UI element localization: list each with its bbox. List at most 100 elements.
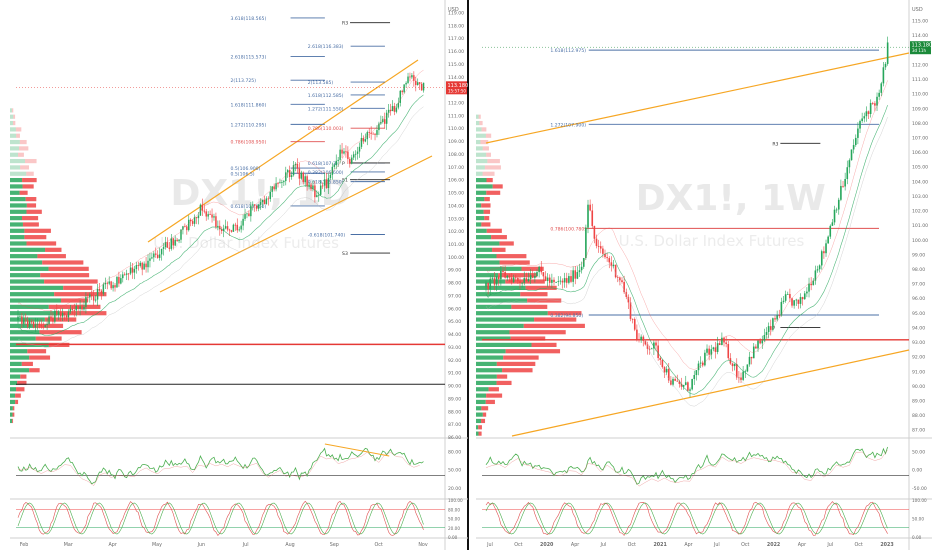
candle-body [517, 277, 519, 282]
candle-body [172, 238, 174, 246]
volume-profile-bar [19, 190, 28, 195]
candle-body [884, 63, 887, 68]
candle-body [296, 163, 299, 169]
candle-body [366, 132, 369, 140]
candle-body [812, 280, 815, 286]
candle-body [857, 128, 859, 138]
candle-body [780, 301, 783, 316]
candle-body [508, 275, 511, 278]
volume-profile-bar [496, 361, 536, 367]
x-tick-label: Jun [197, 542, 206, 548]
candle-body [878, 92, 880, 97]
volume-profile-bar [492, 184, 503, 189]
candle-body [42, 326, 44, 328]
volume-profile-bar [499, 241, 514, 246]
fib-level-label: 1.272(107.900) [550, 122, 586, 128]
candle-body [188, 219, 190, 231]
candle-body [372, 133, 374, 135]
candle-body [246, 213, 248, 215]
candle-body [221, 229, 223, 232]
candle-body [840, 185, 842, 200]
candle-body [302, 172, 304, 183]
candle-body [252, 204, 254, 206]
volume-profile-bar [476, 323, 524, 328]
volume-profile-bar [476, 228, 487, 233]
volume-profile-bar [22, 222, 39, 227]
candle-body [714, 347, 717, 352]
candle-body [682, 384, 685, 387]
volume-profile-bar [10, 209, 27, 214]
rsi-tick-label: 50.00 [912, 449, 925, 455]
volume-profile-bar [10, 254, 38, 259]
volume-profile-bar [21, 361, 33, 367]
candle-body [416, 82, 419, 86]
fib-level-label: 0.5(106.900) [231, 166, 261, 172]
volume-profile-bar [521, 266, 544, 271]
candle-body [273, 186, 275, 190]
y-tick-label: 103.00 [448, 216, 464, 222]
volume-profile-bar [10, 355, 30, 360]
candle-body [312, 185, 314, 190]
candle-body [612, 264, 615, 267]
candle-body [349, 158, 351, 164]
candle-body [387, 109, 390, 113]
candle-body [129, 267, 132, 274]
volume-profile-bar [10, 152, 18, 157]
last-price-badge [446, 81, 467, 95]
volume-profile-bar [25, 197, 37, 202]
volume-profile-bar [491, 235, 507, 240]
pivot-label: P [772, 325, 775, 331]
candle-body [778, 315, 781, 317]
candle-body [502, 270, 504, 273]
volume-profile-bar [505, 349, 561, 354]
volume-profile-bar [22, 178, 37, 183]
candle-body [347, 151, 349, 159]
candle-body [257, 204, 260, 209]
candle-body [568, 276, 570, 283]
volume-profile-bar [476, 368, 503, 373]
candle-body [582, 258, 585, 267]
candle-body [193, 217, 196, 224]
volume-profile-bar [16, 133, 20, 138]
volume-profile-bar [10, 387, 17, 392]
candle-body [854, 137, 857, 146]
volume-profile-bar [10, 216, 22, 221]
rsi-signal-line [485, 449, 888, 487]
candle-body [85, 296, 87, 307]
candle-body [73, 310, 76, 311]
volume-profile-bar [10, 374, 21, 379]
candle-body [411, 75, 413, 78]
candle-body [493, 278, 496, 285]
candle-body [90, 294, 93, 297]
volume-profile-bar [40, 273, 90, 278]
y-tick-label: 114.00 [912, 33, 928, 39]
candle-body [199, 204, 202, 216]
candle-body [158, 254, 161, 258]
y-tick-label: 102.00 [912, 209, 928, 215]
x-tick-label: Apr [109, 542, 117, 548]
volume-profile-bar [476, 336, 511, 341]
candle-body [75, 305, 77, 311]
volume-profile-bar [10, 273, 41, 278]
rsi-tick-label: 20.00 [448, 486, 461, 492]
y-tick-label: 119.00 [448, 10, 464, 16]
volume-profile-bar [10, 222, 23, 227]
candle-body [572, 270, 574, 282]
fib-level-label: 0.382(94.850) [550, 313, 583, 319]
volume-profile-bar [10, 349, 28, 354]
candle-body [329, 174, 332, 179]
candle-body [674, 378, 676, 381]
candle-body [814, 270, 817, 281]
candle-body [61, 313, 64, 317]
volume-profile-bar [476, 139, 481, 145]
candle-body [752, 346, 755, 359]
rsi-line [17, 447, 424, 485]
candle-body [648, 348, 651, 350]
volume-profile-bar [505, 279, 545, 284]
candle-body [21, 316, 23, 324]
candle-body [127, 273, 130, 275]
y-tick-label: 88.00 [912, 413, 925, 419]
volume-profile-bar [496, 374, 508, 379]
x-tick-label: Apr [571, 542, 579, 548]
volume-profile-bar [10, 336, 36, 341]
